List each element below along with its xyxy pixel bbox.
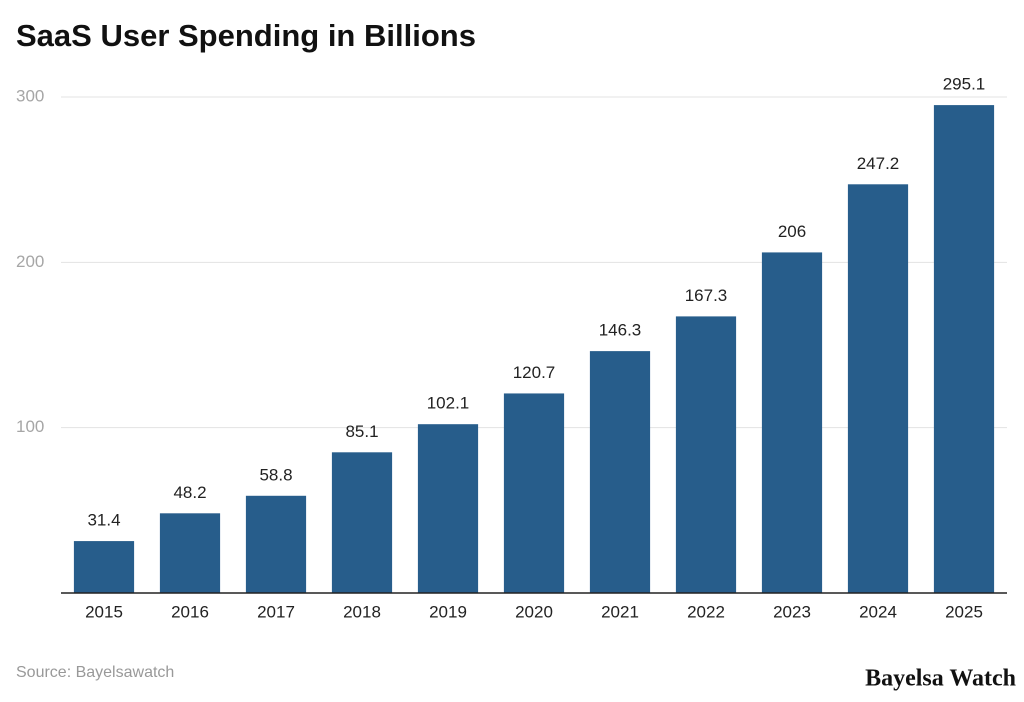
x-tick-label: 2015 [85,602,123,621]
x-tick-label: 2021 [601,602,639,621]
value-label: 206 [778,222,806,241]
x-tick-label: 2016 [171,602,209,621]
value-label: 31.4 [87,511,120,530]
bar [159,513,221,593]
bar [589,351,651,593]
bar [331,452,393,593]
bar [933,105,995,594]
value-label: 295.1 [943,75,986,94]
bar [245,495,307,593]
value-label: 120.7 [513,363,556,382]
x-tick-label: 2020 [515,602,553,621]
bar [503,393,565,593]
y-tick-label: 200 [16,252,44,271]
x-tick-label: 2024 [859,602,897,621]
source: Source: Bayelsawatch [16,664,174,681]
value-label: 58.8 [259,465,292,484]
x-tick-label: 2018 [343,602,381,621]
bar [761,252,823,593]
value-label: 247.2 [857,154,900,173]
y-tick-label: 300 [16,86,44,105]
x-tick-label: 2019 [429,602,467,621]
y-tick-label: 100 [16,417,44,436]
value-label: 167.3 [685,286,728,305]
bar [417,424,479,593]
value-label: 102.1 [427,394,470,413]
bar [675,316,737,593]
value-label: 48.2 [173,483,206,502]
chart-title: SaaS User Spending in Billions [16,18,476,53]
x-tick-label: 2025 [945,602,983,621]
bar [847,184,909,593]
x-tick-label: 2022 [687,602,725,621]
bar [73,541,135,593]
brand: Bayelsa Watch [865,666,1016,692]
x-tick-label: 2023 [773,602,811,621]
value-label: 85.1 [345,422,378,441]
value-label: 146.3 [599,321,642,340]
x-tick-label: 2017 [257,602,295,621]
